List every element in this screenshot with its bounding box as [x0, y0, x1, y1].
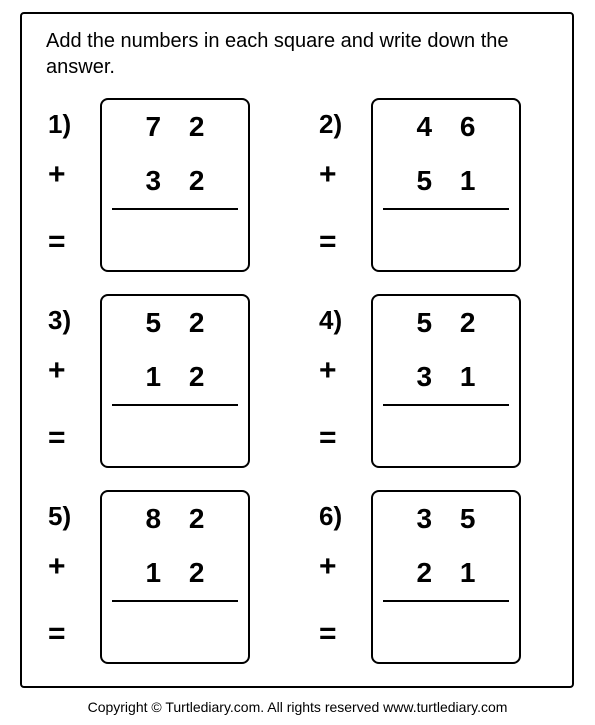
problem-left-column: 5)+= [48, 490, 100, 664]
addend-top: 3 5 [373, 492, 519, 546]
problem-box: 5 21 2 [100, 294, 250, 468]
plus-symbol: + [48, 344, 100, 398]
addend-top: 7 2 [102, 100, 248, 154]
problem-left-column: 1)+= [48, 98, 100, 272]
addend-top: 8 2 [102, 492, 248, 546]
problem-number-label: 4) [319, 294, 371, 344]
problem-box: 4 65 1 [371, 98, 521, 272]
problem-box: 7 23 2 [100, 98, 250, 272]
problem: 2)+=4 65 1 [319, 98, 546, 272]
answer-blank[interactable] [373, 210, 519, 270]
problem: 4)+=5 23 1 [319, 294, 546, 468]
answer-blank[interactable] [373, 602, 519, 662]
instructions-text: Add the numbers in each square and write… [46, 28, 548, 80]
problem-number-label: 2) [319, 98, 371, 148]
equals-symbol: = [319, 202, 371, 272]
addend-bottom: 3 2 [102, 154, 248, 208]
problem-number-label: 6) [319, 490, 371, 540]
addend-top: 5 2 [102, 296, 248, 350]
worksheet-frame: Add the numbers in each square and write… [20, 12, 574, 688]
problems-grid: 1)+=7 23 22)+=4 65 13)+=5 21 24)+=5 23 1… [46, 98, 548, 664]
equals-symbol: = [48, 202, 100, 272]
problem-box: 8 21 2 [100, 490, 250, 664]
equals-symbol: = [48, 398, 100, 468]
plus-symbol: + [319, 540, 371, 594]
addend-bottom: 1 2 [102, 350, 248, 404]
problem: 6)+=3 52 1 [319, 490, 546, 664]
answer-blank[interactable] [102, 210, 248, 270]
problem-left-column: 2)+= [319, 98, 371, 272]
problem-left-column: 6)+= [319, 490, 371, 664]
problem-box: 3 52 1 [371, 490, 521, 664]
problem-number-label: 1) [48, 98, 100, 148]
problem-box: 5 23 1 [371, 294, 521, 468]
equals-symbol: = [48, 594, 100, 664]
answer-blank[interactable] [102, 602, 248, 662]
problem: 5)+=8 21 2 [48, 490, 275, 664]
plus-symbol: + [48, 540, 100, 594]
problem-number-label: 5) [48, 490, 100, 540]
equals-symbol: = [319, 398, 371, 468]
equals-symbol: = [319, 594, 371, 664]
addend-top: 5 2 [373, 296, 519, 350]
copyright-footer: Copyright © Turtlediary.com. All rights … [0, 699, 595, 715]
answer-blank[interactable] [102, 406, 248, 466]
plus-symbol: + [319, 344, 371, 398]
problem-left-column: 3)+= [48, 294, 100, 468]
problem: 3)+=5 21 2 [48, 294, 275, 468]
problem-left-column: 4)+= [319, 294, 371, 468]
addend-top: 4 6 [373, 100, 519, 154]
answer-blank[interactable] [373, 406, 519, 466]
plus-symbol: + [319, 148, 371, 202]
addend-bottom: 2 1 [373, 546, 519, 600]
addend-bottom: 5 1 [373, 154, 519, 208]
problem: 1)+=7 23 2 [48, 98, 275, 272]
problem-number-label: 3) [48, 294, 100, 344]
plus-symbol: + [48, 148, 100, 202]
addend-bottom: 1 2 [102, 546, 248, 600]
addend-bottom: 3 1 [373, 350, 519, 404]
